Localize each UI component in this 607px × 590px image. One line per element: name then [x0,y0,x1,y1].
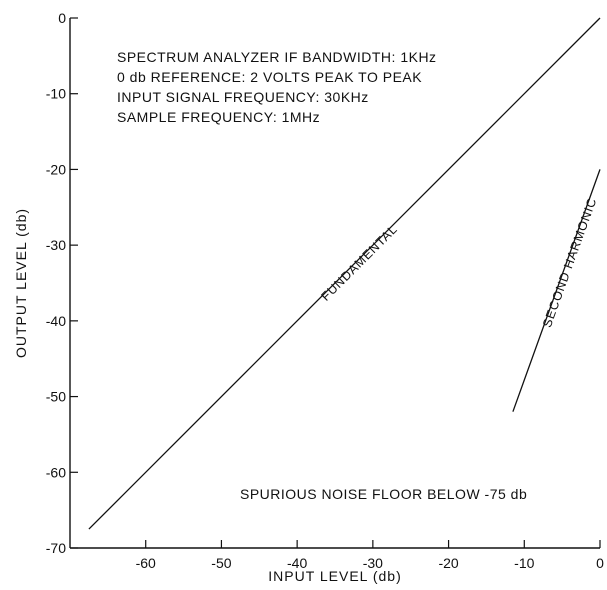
series-label-0: FUNDAMENTAL [318,222,400,304]
x-tick-label: 0 [596,555,604,571]
x-tick-label: -60 [136,555,156,571]
series-line-1 [512,169,601,412]
note-line-4: SAMPLE FREQUENCY: 1MHz [117,109,320,125]
y-tick-label: -50 [46,389,66,405]
series-line-0 [88,17,601,530]
y-tick-label: -10 [46,86,66,102]
series-label-1: SECOND HARMONIC [540,196,600,330]
x-tick-label: -50 [211,555,231,571]
x-tick-label: -40 [287,555,307,571]
y-tick-label: -60 [46,464,66,480]
y-tick-label: 0 [58,10,66,26]
note-line-1: SPECTRUM ANALYZER IF BANDWIDTH: 1KHz [117,49,437,65]
x-ticks: -60 -50 -40 -30 -20 -10 0 [136,540,604,571]
y-tick-label: -30 [46,237,66,253]
noise-floor-annotation: SPURIOUS NOISE FLOOR BELOW -75 db [240,486,527,502]
y-tick-label: -70 [46,540,66,556]
axes [69,18,600,549]
y-ticks: -70 -60 -50 -40 -30 -20 -10 0 [46,10,78,556]
note-line-2: 0 db REFERENCE: 2 VOLTS PEAK TO PEAK [117,69,422,85]
x-tick-label: -20 [438,555,458,571]
notes-block: SPECTRUM ANALYZER IF BANDWIDTH: 1KHz 0 d… [117,49,437,125]
note-line-3: INPUT SIGNAL FREQUENCY: 30KHz [117,89,369,105]
y-axis-title: OUTPUT LEVEL (db) [13,208,29,358]
x-tick-label: -10 [514,555,534,571]
y-tick-label: -40 [46,313,66,329]
x-tick-label: -30 [363,555,383,571]
y-tick-label: -20 [46,161,66,177]
x-axis-title: INPUT LEVEL (db) [268,568,402,584]
